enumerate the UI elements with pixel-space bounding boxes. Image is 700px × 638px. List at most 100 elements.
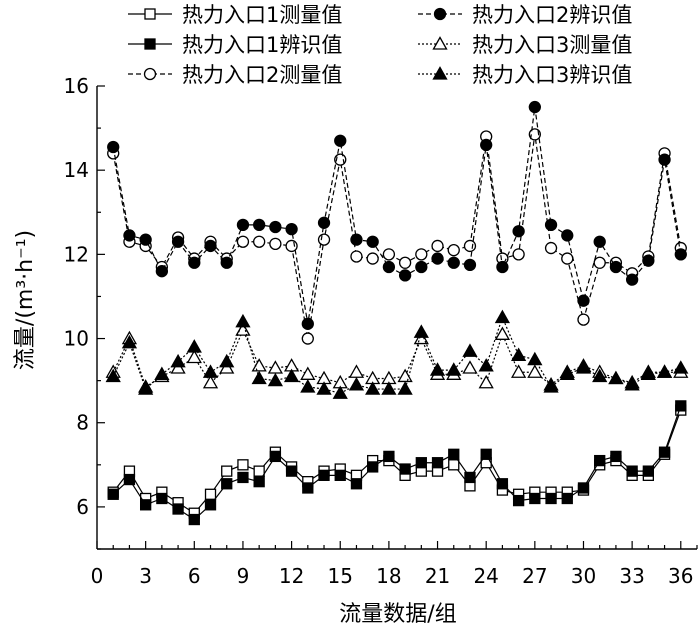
data-point — [478, 358, 494, 372]
legend-item: 热力入口2测量值 — [128, 63, 342, 87]
series-6 — [105, 309, 689, 399]
data-point — [269, 220, 282, 234]
data-point — [121, 334, 138, 349]
data-point — [610, 450, 622, 463]
data-point — [429, 362, 446, 376]
data-point — [334, 134, 347, 147]
series-2 — [107, 400, 687, 526]
data-point — [138, 381, 154, 395]
data-point — [350, 478, 363, 490]
data-point — [464, 471, 476, 484]
data-point — [107, 140, 120, 154]
data-point — [220, 256, 233, 269]
data-point — [382, 260, 396, 274]
data-point — [350, 250, 363, 263]
data-point — [188, 513, 200, 526]
legend-item: 热力入口1测量值 — [128, 3, 342, 27]
data-point — [399, 463, 411, 475]
data-point — [626, 465, 638, 477]
data-point — [463, 258, 477, 272]
legend-item: 热力入口2辨识值 — [418, 3, 632, 27]
data-point — [269, 237, 282, 250]
data-point — [462, 343, 478, 357]
data-point — [172, 503, 184, 515]
data-point — [300, 379, 316, 393]
data-point — [494, 326, 511, 340]
legend-marker — [144, 38, 156, 50]
data-point — [642, 465, 655, 477]
data-point — [448, 448, 460, 460]
data-point — [592, 368, 608, 383]
y-axis-title: 流量/(m³·h⁻¹) — [13, 230, 38, 370]
plot-area — [105, 100, 689, 526]
data-point — [431, 457, 444, 469]
data-point — [186, 339, 202, 353]
legend-label: 热力入口3测量值 — [472, 33, 632, 57]
x-tick-label: 15 — [328, 564, 353, 588]
data-point — [656, 364, 673, 378]
series-line — [112, 134, 682, 339]
y-tick-label: 6 — [76, 495, 89, 519]
y-tick-label: 16 — [64, 74, 89, 98]
data-point — [253, 218, 266, 232]
data-point — [642, 254, 655, 267]
data-point — [156, 492, 168, 505]
data-point — [527, 351, 543, 366]
x-tick-label: 24 — [473, 564, 498, 588]
data-point — [365, 381, 381, 395]
legend-marker — [143, 67, 157, 81]
data-point — [625, 273, 639, 286]
data-point — [382, 248, 396, 261]
legend-item: 热力入口3辨识值 — [418, 63, 632, 87]
data-point — [397, 381, 413, 395]
data-point — [448, 459, 460, 471]
data-point — [415, 260, 428, 274]
data-point — [575, 360, 592, 374]
data-point — [253, 476, 265, 488]
legend-label: 热力入口1辨识值 — [182, 33, 342, 57]
data-point — [383, 450, 395, 463]
x-tick-label: 18 — [376, 564, 401, 588]
data-point — [480, 448, 492, 460]
x-tick-label: 36 — [668, 564, 693, 588]
y-tick-label: 14 — [64, 158, 89, 182]
data-point — [543, 379, 559, 393]
y-tick-label: 12 — [64, 242, 89, 266]
data-point — [123, 229, 136, 242]
data-point — [608, 370, 624, 385]
data-point — [154, 366, 170, 380]
data-point — [123, 473, 136, 486]
data-point — [221, 465, 233, 477]
data-point — [431, 252, 444, 265]
data-point — [561, 492, 573, 505]
series-line — [112, 106, 682, 324]
legend-label: 热力入口2测量值 — [182, 63, 342, 87]
data-point — [348, 377, 365, 391]
data-point — [367, 461, 379, 473]
y-tick-label: 8 — [76, 411, 89, 435]
x-tick-label: 3 — [139, 564, 152, 588]
data-point — [447, 244, 460, 257]
data-point — [544, 218, 558, 232]
data-point — [253, 235, 266, 248]
data-point — [381, 381, 397, 395]
data-point — [446, 362, 462, 376]
data-point — [332, 385, 348, 399]
x-tick-label: 0 — [91, 564, 104, 588]
data-point — [480, 138, 493, 152]
data-point — [675, 400, 687, 412]
data-point — [235, 322, 251, 336]
data-point — [511, 347, 527, 362]
data-point — [398, 256, 412, 269]
x-axis-title: 流量数据/组 — [339, 602, 456, 627]
data-point — [512, 225, 525, 238]
data-point — [673, 360, 689, 374]
x-tick-label: 27 — [522, 564, 547, 588]
data-point — [415, 457, 427, 469]
data-point — [300, 366, 316, 380]
legend-label: 热力入口3辨识值 — [472, 63, 632, 87]
data-point — [496, 478, 509, 490]
data-point — [348, 364, 365, 378]
